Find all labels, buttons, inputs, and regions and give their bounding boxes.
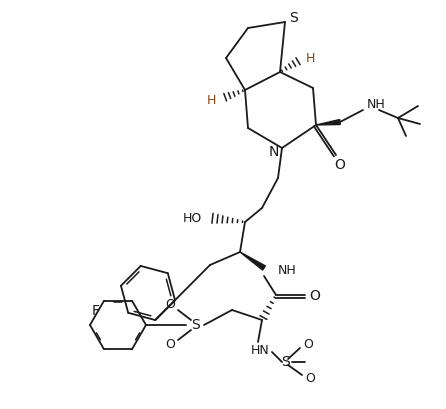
Text: O: O (334, 158, 346, 172)
Text: F: F (92, 304, 100, 318)
Text: H: H (306, 52, 315, 65)
Text: NH: NH (278, 263, 297, 276)
Text: H: H (206, 94, 216, 106)
Text: HN: HN (251, 344, 269, 357)
Text: HO: HO (182, 213, 202, 225)
Text: O: O (310, 289, 320, 303)
Text: S: S (289, 11, 297, 25)
Text: O: O (165, 299, 175, 312)
Text: S: S (192, 318, 200, 332)
Text: O: O (165, 339, 175, 351)
Polygon shape (316, 119, 340, 125)
Text: O: O (303, 339, 313, 351)
Text: S: S (281, 355, 290, 369)
Text: N: N (269, 145, 279, 159)
Text: NH: NH (367, 99, 386, 112)
Polygon shape (240, 252, 265, 270)
Text: O: O (305, 371, 315, 384)
